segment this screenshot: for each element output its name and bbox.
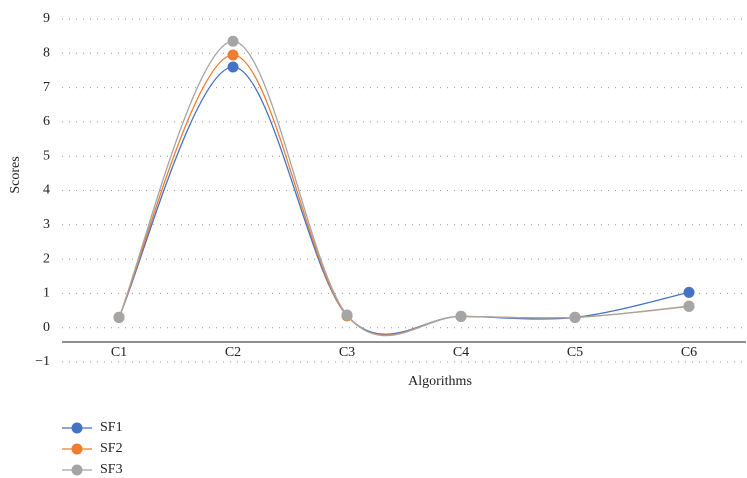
y-tick-label: 5 — [43, 148, 50, 163]
y-tick-label: 2 — [43, 251, 50, 266]
y-tick-label: 9 — [43, 11, 50, 26]
data-point — [683, 300, 695, 312]
series-line — [118, 54, 690, 336]
x-tick-label: C1 — [111, 345, 127, 360]
x-tick-label: C6 — [681, 345, 697, 360]
data-point — [227, 49, 239, 61]
y-tick-label: 1 — [43, 286, 50, 301]
x-axis-label: Algorithms — [408, 374, 472, 389]
data-point — [683, 286, 695, 298]
data-point — [113, 311, 125, 323]
data-point — [341, 309, 353, 321]
y-tick-label: −1 — [35, 354, 50, 369]
y-tick-label: 0 — [43, 320, 50, 335]
x-tick-label: C2 — [225, 345, 241, 360]
data-point — [569, 311, 581, 323]
x-tick-label: C4 — [453, 345, 469, 360]
legend-marker — [71, 443, 83, 455]
legend-label: SF3 — [100, 462, 123, 477]
y-tick-label: 6 — [43, 114, 50, 129]
y-axis-label: Scores — [8, 156, 23, 193]
legend-marker — [71, 464, 83, 476]
series-line — [118, 66, 690, 335]
data-point — [227, 35, 239, 47]
data-point — [227, 61, 239, 73]
x-tick-label: C5 — [567, 345, 583, 360]
data-point — [455, 310, 467, 322]
legend-marker — [71, 422, 83, 434]
legend-label: SF1 — [100, 420, 123, 435]
y-tick-label: 7 — [43, 80, 50, 95]
y-tick-label: 3 — [43, 217, 50, 232]
legend-label: SF2 — [100, 441, 123, 456]
x-tick-label: C3 — [339, 345, 355, 360]
y-tick-label: 4 — [43, 183, 50, 198]
y-tick-label: 8 — [43, 46, 50, 61]
